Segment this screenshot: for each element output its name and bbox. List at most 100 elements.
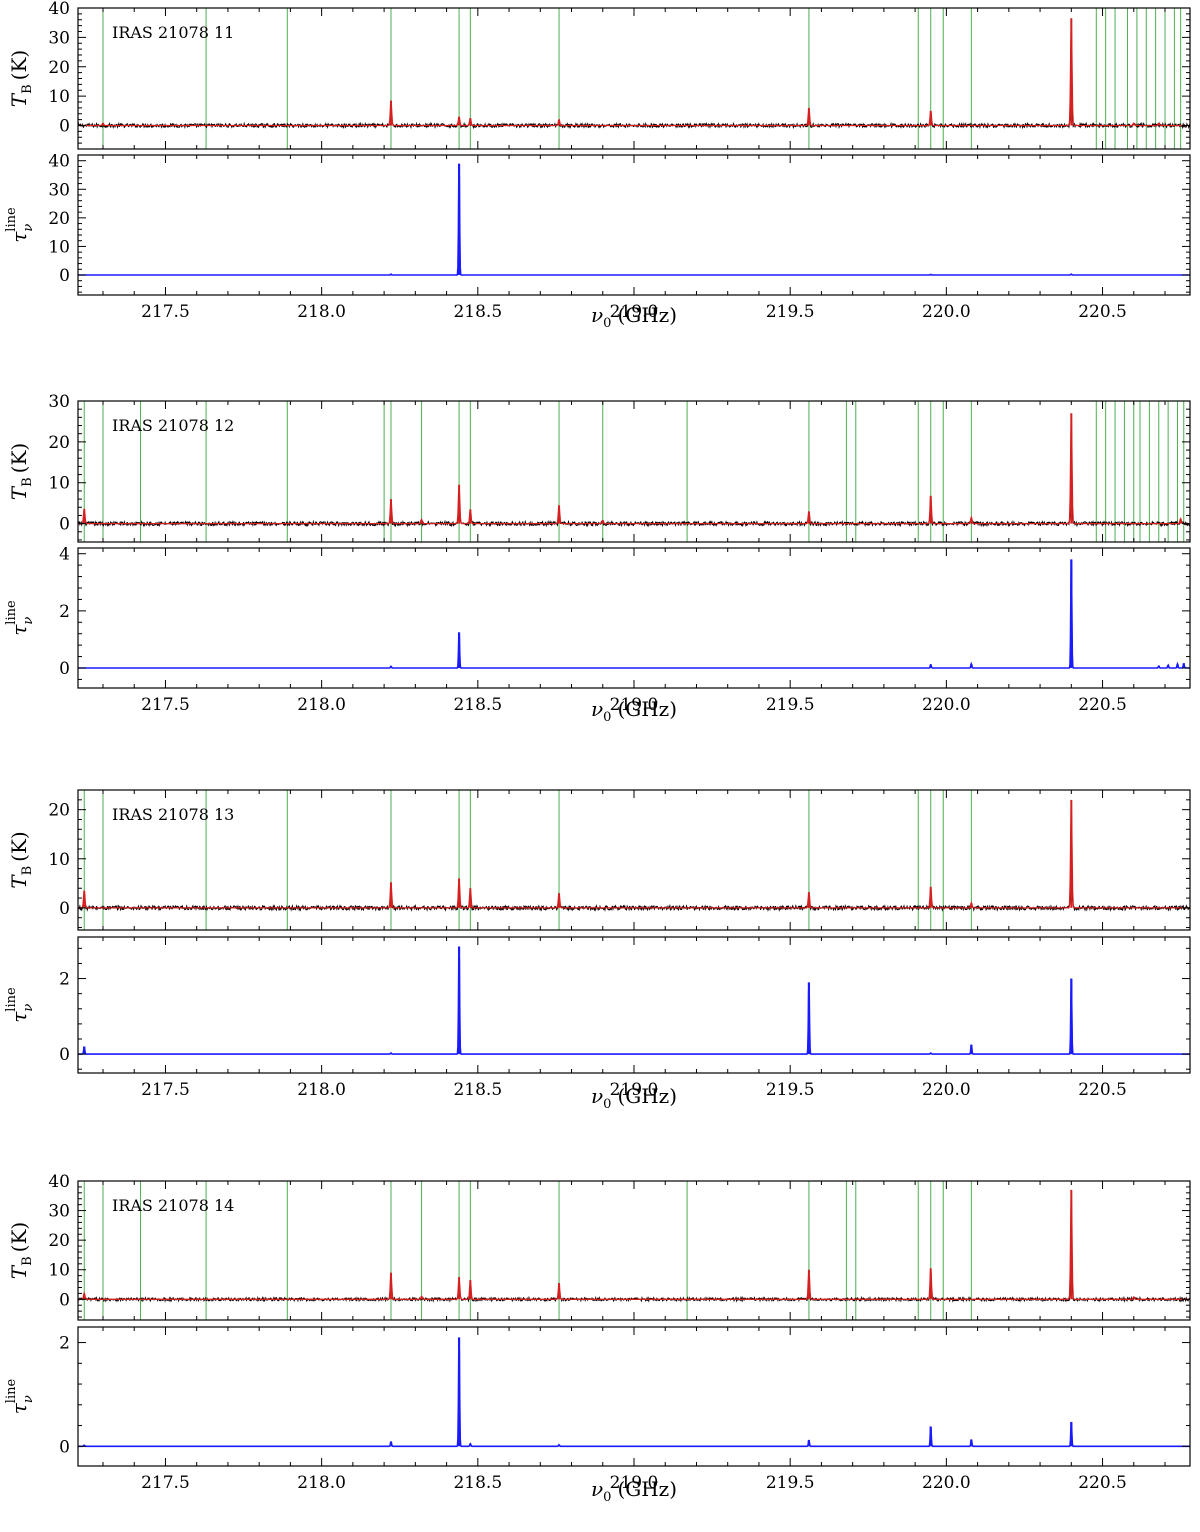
y-tick-label: 30: [48, 28, 70, 48]
y-tick-label: 2: [59, 602, 70, 622]
tb-panel-3: 0 10 20 TB(K) IRAS 21078 13: [7, 789, 1191, 931]
x-tick-label: 218.5: [453, 302, 502, 322]
x-tick-label: 220.0: [922, 1080, 971, 1100]
x-tick-label: 218.0: [297, 1473, 346, 1493]
tau-panel-3: 0 2 217.5 218.0 218.5 219.0 219.5 220.0 220.5 τνl…: [4, 936, 1191, 1100]
y-tick-label: 10: [48, 87, 70, 107]
observed-spectrum: [78, 88, 1190, 130]
y-tick-label: 30: [48, 1202, 70, 1222]
y-tick-label: 20: [48, 209, 70, 229]
chart-group-3: 0 10 20 TB(K) IRAS 21078 13 0 2 217.5 218.0 218.5…: [4, 789, 1191, 1112]
x-tick-label: 219.0: [610, 695, 659, 715]
x-tick-label: 217.5: [141, 695, 190, 715]
tau-axis-label: τνline: [4, 987, 36, 1023]
tb-axis-label: TB(K): [7, 1222, 35, 1279]
x-tick-label: 220.5: [1078, 695, 1127, 715]
panel-label: IRAS 21078 13: [112, 805, 234, 824]
tau-axis-label: τνline: [4, 600, 36, 636]
y-tick-label: 20: [48, 1231, 70, 1251]
observed-spectrum: [78, 1262, 1190, 1303]
y-tick-label: 10: [48, 474, 70, 494]
tau-plot-area: [78, 1337, 1190, 1448]
y-tick-label: 40: [48, 152, 70, 172]
x-tick-label: 219.0: [610, 1473, 659, 1493]
axes-frame: [77, 1326, 1191, 1467]
tb-panel-1: 0 10 20 30 40 TB(K) IRAS 21078 11: [7, 0, 1191, 150]
tau-panel-1: 0 10 20 30 40 217.5 218.0 218.5 219.0 219.5 220.0 2…: [4, 152, 1191, 322]
x-tick-label: 217.5: [141, 1473, 190, 1493]
opacity-spectrum: [78, 560, 1190, 669]
y-tick-label: 0: [59, 1290, 70, 1310]
y-tick-label: 30: [48, 392, 70, 412]
y-tick-label: 10: [48, 1261, 70, 1281]
x-tick-label: 218.5: [453, 1080, 502, 1100]
observed-spectrum: [78, 483, 1190, 528]
y-tick-label: 0: [59, 266, 70, 286]
x-axis-label: ν0 (GHz): [591, 1084, 677, 1112]
tb-plot-area: [78, 1181, 1190, 1320]
x-tick-label: 220.0: [922, 695, 971, 715]
y-tick-label: 20: [48, 801, 70, 821]
tau-axis-label: τνline: [4, 1379, 36, 1415]
opacity-spectrum: [78, 956, 1190, 1055]
y-tick-label: 2: [59, 1334, 70, 1354]
x-tick-label: 219.5: [766, 1080, 815, 1100]
x-tick-label: 219.5: [766, 1473, 815, 1493]
x-tick-label: 220.5: [1078, 1473, 1127, 1493]
x-tick-label: 217.5: [141, 302, 190, 322]
x-tick-label: 219.0: [610, 302, 659, 322]
axes-frame: [77, 547, 1191, 689]
opacity-spectrum: [78, 1347, 1190, 1448]
chart-group-1: 0 10 20 30 40 TB(K) IRAS 21078 11 0 10 20 30 40 217.…: [4, 0, 1191, 331]
tau-panel-2: 0 2 4 217.5 218.0 218.5 219.0 219.5 220.0 220.5 τν…: [4, 545, 1191, 715]
tb-panel-4: 0 10 20 30 40 TB(K) IRAS 21078 14: [7, 1172, 1191, 1321]
y-tick-label: 2: [59, 970, 70, 990]
y-tick-label: 40: [48, 1172, 70, 1192]
tau-axis-label: τνline: [4, 207, 36, 243]
x-tick-label: 217.5: [141, 1080, 190, 1100]
y-tick-label: 20: [48, 433, 70, 453]
y-tick-label: 10: [48, 850, 70, 870]
opacity-spectrum: [78, 173, 1190, 276]
tb-axis-label: TB(K): [7, 50, 35, 107]
y-tick-label: 20: [48, 58, 70, 78]
y-tick-label: 10: [48, 237, 70, 257]
axes-frame: [77, 154, 1191, 296]
tb-panel-2: 0 10 20 30 TB(K) IRAS 21078 12: [7, 392, 1191, 543]
model-spectrum: [78, 414, 1190, 525]
y-tick-label: 40: [48, 0, 70, 19]
panel-label: IRAS 21078 14: [112, 1196, 234, 1215]
tb-axis-label: TB(K): [7, 831, 35, 888]
y-tick-label: 0: [59, 899, 70, 919]
model-spectrum: [78, 800, 1190, 909]
tb-plot-area: [78, 790, 1190, 930]
tau-panel-4: 0 2 217.5 218.0 218.5 219.0 219.5 220.0 220.5 τνl…: [4, 1326, 1191, 1493]
x-tick-label: 218.5: [453, 1473, 502, 1493]
tau-plot-area: [78, 163, 1190, 276]
y-tick-label: 0: [59, 1437, 70, 1457]
chart-group-4: 0 10 20 30 40 TB(K) IRAS 21078 14 0 2 217.5 218.0 2…: [4, 1172, 1191, 1505]
panel-label: IRAS 21078 11: [112, 23, 234, 42]
y-tick-label: 0: [59, 117, 70, 137]
x-axis-label: ν0 (GHz): [591, 697, 677, 725]
y-tick-label: 4: [59, 545, 70, 565]
y-tick-label: 30: [48, 180, 70, 200]
tb-plot-area: [78, 8, 1190, 149]
x-tick-label: 218.5: [453, 695, 502, 715]
axes-frame: [77, 400, 1191, 543]
chart-group-2: 0 10 20 30 TB(K) IRAS 21078 12 0 2 4 217.5 218.0 21…: [4, 392, 1191, 725]
x-axis-label: ν0 (GHz): [591, 303, 677, 331]
panel-label: IRAS 21078 12: [112, 416, 234, 435]
x-tick-label: 220.5: [1078, 302, 1127, 322]
model-spectrum: [78, 19, 1190, 127]
x-tick-label: 218.0: [297, 1080, 346, 1100]
y-tick-label: 0: [59, 515, 70, 535]
tau-plot-area: [78, 559, 1190, 669]
tb-plot-area: [78, 401, 1190, 542]
x-tick-label: 220.5: [1078, 1080, 1127, 1100]
x-tick-label: 219.5: [766, 695, 815, 715]
x-tick-label: 220.0: [922, 1473, 971, 1493]
tb-axis-label: TB(K): [7, 443, 35, 500]
x-tick-label: 218.0: [297, 695, 346, 715]
